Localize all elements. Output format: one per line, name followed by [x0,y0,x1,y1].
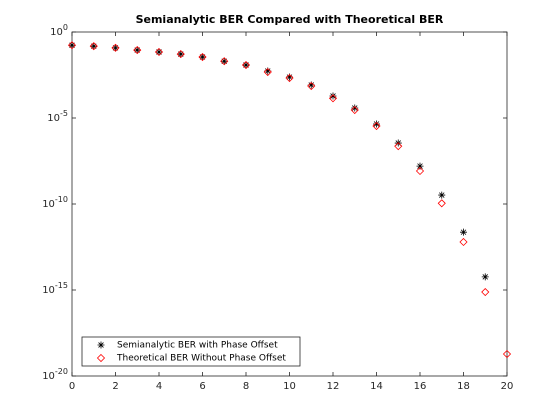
point [415,166,425,176]
x-tick-label: 20 [501,381,514,392]
point [437,199,446,208]
point [89,42,98,51]
point [111,43,120,52]
point [350,105,359,115]
point [372,121,381,131]
point [198,52,207,62]
x-tick-label: 2 [112,381,118,392]
point [307,81,316,91]
point [329,92,337,100]
x-tick-label: 18 [457,381,470,392]
point [154,47,164,57]
point [502,349,512,359]
x-tick-label: 6 [199,381,205,392]
x-tick-label: 14 [370,381,383,392]
legend-box [81,336,301,367]
point [394,142,403,151]
y-tick-label: 10-5 [47,109,68,125]
point [264,67,272,75]
legend-label: Semianalytic BER with Phase Offset [117,341,278,351]
y-tick-label: 100 [50,23,68,39]
y-tick-label: 10-15 [42,281,68,297]
point [459,237,468,247]
point [177,50,185,58]
x-tick-label: 4 [156,381,162,392]
point [286,73,293,81]
point [176,50,185,59]
point [133,46,142,55]
y-tick-label: 10-20 [42,367,68,383]
point [481,287,490,297]
point [307,81,315,89]
point [416,162,424,170]
point [96,353,106,363]
point [112,44,119,52]
point [438,191,446,199]
axes-box [71,31,508,377]
x-tick-label: 10 [283,381,296,392]
point [263,67,272,77]
point [328,94,338,103]
x-tick-label: 0 [69,381,75,392]
point [242,61,250,69]
legend: Semianalytic BER with Phase Offset Theore… [81,336,301,367]
point [97,341,105,349]
point [68,41,76,49]
x-tick-label: 16 [414,381,427,392]
x-tick-label: 12 [327,381,340,392]
point [155,48,163,56]
point [351,104,359,112]
point [220,57,229,66]
point [460,228,467,236]
point [373,120,380,128]
x-tick-label: 8 [243,381,249,392]
legend-label: Theoretical BER Without Phase Offset [116,354,286,364]
point [67,41,77,50]
point [241,60,251,70]
point [199,53,206,61]
point [481,273,489,281]
point [285,73,294,83]
point [133,46,141,54]
point [90,42,98,50]
y-tick-label: 10-10 [42,195,68,211]
point [220,57,228,65]
chart-title: Semianalytic BER Compared with Theoretic… [136,13,444,26]
